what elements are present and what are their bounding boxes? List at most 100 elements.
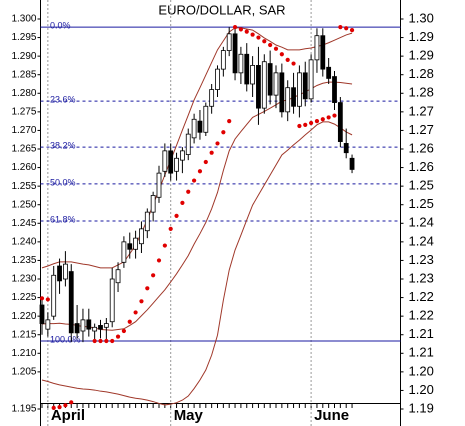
fib-label: 23.6% <box>50 94 76 104</box>
candle-body <box>238 53 244 74</box>
sar-dot <box>209 150 214 155</box>
candle-body <box>127 243 133 250</box>
y-tick-label: 1.225 <box>11 292 36 303</box>
sar-dot <box>104 338 109 344</box>
candle-body <box>45 319 51 330</box>
sar-dot <box>168 226 173 231</box>
candle-body <box>92 326 98 332</box>
sar-dot <box>51 405 56 410</box>
candle-body <box>337 102 343 142</box>
candle-body <box>162 150 168 172</box>
sar-dot <box>244 29 249 34</box>
sar-dot <box>221 130 226 135</box>
y2-tick-label: 1.20 <box>409 363 434 378</box>
sar-dot <box>320 117 325 122</box>
candle-body <box>320 35 326 70</box>
y2-tick-label: 1.20 <box>409 382 434 397</box>
y2-tick-label: 1.24 <box>409 233 434 248</box>
candle-body <box>39 304 45 324</box>
candle-body <box>273 72 279 96</box>
sar-dot <box>326 115 331 120</box>
y-tick-label: 1.270 <box>11 125 36 136</box>
sar-dot <box>256 35 261 40</box>
sar-dot <box>133 310 138 315</box>
x-tick-label: June <box>314 407 349 424</box>
candle-body <box>86 319 92 330</box>
y-tick-label: 1.205 <box>11 367 36 378</box>
sar-dot <box>127 319 132 324</box>
sar-dot <box>162 243 167 248</box>
y2-tick-label: 1.26 <box>409 140 434 155</box>
candle-body <box>185 133 191 155</box>
y-tick-label: 1.250 <box>11 199 36 210</box>
sar-dot <box>115 334 121 339</box>
sar-dot <box>215 141 220 146</box>
candle-body <box>244 53 250 85</box>
y2-tick-label: 1.25 <box>409 196 434 211</box>
candle-body <box>191 118 197 139</box>
y-tick-label: 1.235 <box>11 255 36 266</box>
sar-dot <box>92 338 97 344</box>
y2-tick-label: 1.28 <box>409 85 434 100</box>
band-upper <box>41 27 353 269</box>
candle-body <box>349 157 355 170</box>
sar-dot <box>344 26 349 31</box>
sar-dot <box>186 189 191 194</box>
sar-dot <box>69 400 74 405</box>
candle-body <box>332 76 337 103</box>
y-tick-label: 1.295 <box>11 32 36 43</box>
chart-title: EURO/DOLLAR, SAR <box>158 2 285 17</box>
y-tick-label: 1.195 <box>11 404 36 415</box>
y2-tick-label: 1.24 <box>409 215 434 230</box>
sar-dot <box>279 52 284 57</box>
y2-tick-label: 1.26 <box>409 159 434 174</box>
y-tick-label: 1.285 <box>11 69 36 80</box>
candle-body <box>179 150 185 161</box>
candle-body <box>279 72 285 113</box>
fib-label: 100.0% <box>50 334 81 344</box>
sar-dot <box>238 27 243 32</box>
sar-dot <box>349 28 355 33</box>
candle-body <box>203 105 209 133</box>
sar-dot <box>338 25 343 30</box>
candle-body <box>68 271 74 334</box>
sar-dot <box>291 61 296 66</box>
y-tick-label: 1.275 <box>11 106 36 117</box>
candle-body <box>209 89 215 107</box>
candle-body <box>250 65 256 85</box>
candle-body <box>109 278 115 323</box>
candle-body <box>308 59 314 100</box>
sar-dot <box>285 57 290 62</box>
fib-label: 0.0% <box>50 21 71 31</box>
candle-body <box>74 323 80 334</box>
sar-dot <box>250 32 255 37</box>
candle-body <box>326 66 332 79</box>
sar-dot <box>63 403 68 408</box>
candle-body <box>232 33 238 74</box>
sar-dot <box>273 46 279 51</box>
y2-tick-label: 1.22 <box>409 308 434 323</box>
y2-tick-label: 1.22 <box>409 289 434 304</box>
y2-tick-label: 1.27 <box>409 103 434 118</box>
y-tick-label: 1.230 <box>11 274 36 285</box>
sar-dot <box>180 200 185 205</box>
y-tick-label: 1.280 <box>11 88 36 99</box>
y-tick-label: 1.265 <box>11 144 36 155</box>
candle-body <box>103 323 109 328</box>
y-tick-label: 1.210 <box>11 348 36 359</box>
y2-tick-label: 1.30 <box>409 10 434 25</box>
x-tick-label: May <box>174 407 204 424</box>
x-tick-label: April <box>51 407 85 424</box>
candle-body <box>226 33 232 51</box>
candle-body <box>51 274 57 317</box>
candle-body <box>267 63 273 96</box>
y2-tick-label: 1.21 <box>409 326 434 341</box>
candle-body <box>256 65 261 109</box>
y-tick-label: 1.220 <box>11 311 36 322</box>
sar-dot <box>139 299 144 304</box>
candle-body <box>156 172 162 198</box>
sar-dot <box>98 338 103 344</box>
